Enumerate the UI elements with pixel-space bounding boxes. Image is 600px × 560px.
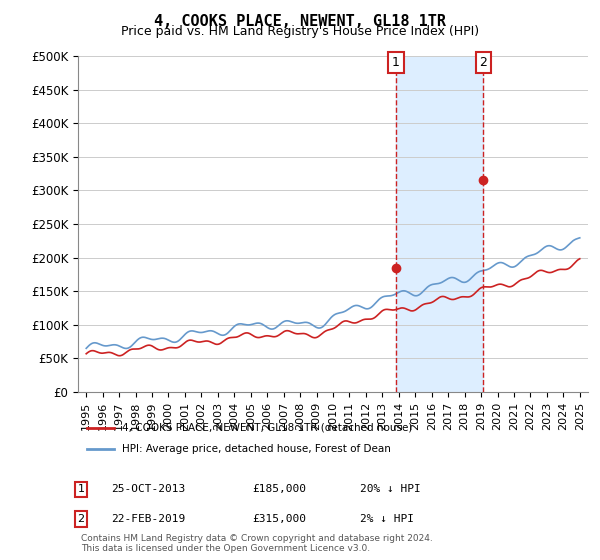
- Text: 1: 1: [392, 56, 400, 69]
- Text: £185,000: £185,000: [252, 484, 306, 494]
- Text: HPI: Average price, detached house, Forest of Dean: HPI: Average price, detached house, Fore…: [122, 444, 391, 454]
- Text: 2% ↓ HPI: 2% ↓ HPI: [360, 514, 414, 524]
- Text: 4, COOKS PLACE, NEWENT, GL18 1TR: 4, COOKS PLACE, NEWENT, GL18 1TR: [154, 14, 446, 29]
- Text: 1: 1: [77, 484, 85, 494]
- Text: £315,000: £315,000: [252, 514, 306, 524]
- Text: 22-FEB-2019: 22-FEB-2019: [111, 514, 185, 524]
- Text: 25-OCT-2013: 25-OCT-2013: [111, 484, 185, 494]
- Text: 4, COOKS PLACE, NEWENT, GL18 1TR (detached house): 4, COOKS PLACE, NEWENT, GL18 1TR (detach…: [122, 423, 413, 433]
- Text: 2: 2: [77, 514, 85, 524]
- Text: 20% ↓ HPI: 20% ↓ HPI: [360, 484, 421, 494]
- Text: 2: 2: [479, 56, 487, 69]
- Text: Contains HM Land Registry data © Crown copyright and database right 2024.
This d: Contains HM Land Registry data © Crown c…: [81, 534, 433, 553]
- Bar: [396, 56, 483, 392]
- Text: Price paid vs. HM Land Registry's House Price Index (HPI): Price paid vs. HM Land Registry's House …: [121, 25, 479, 38]
